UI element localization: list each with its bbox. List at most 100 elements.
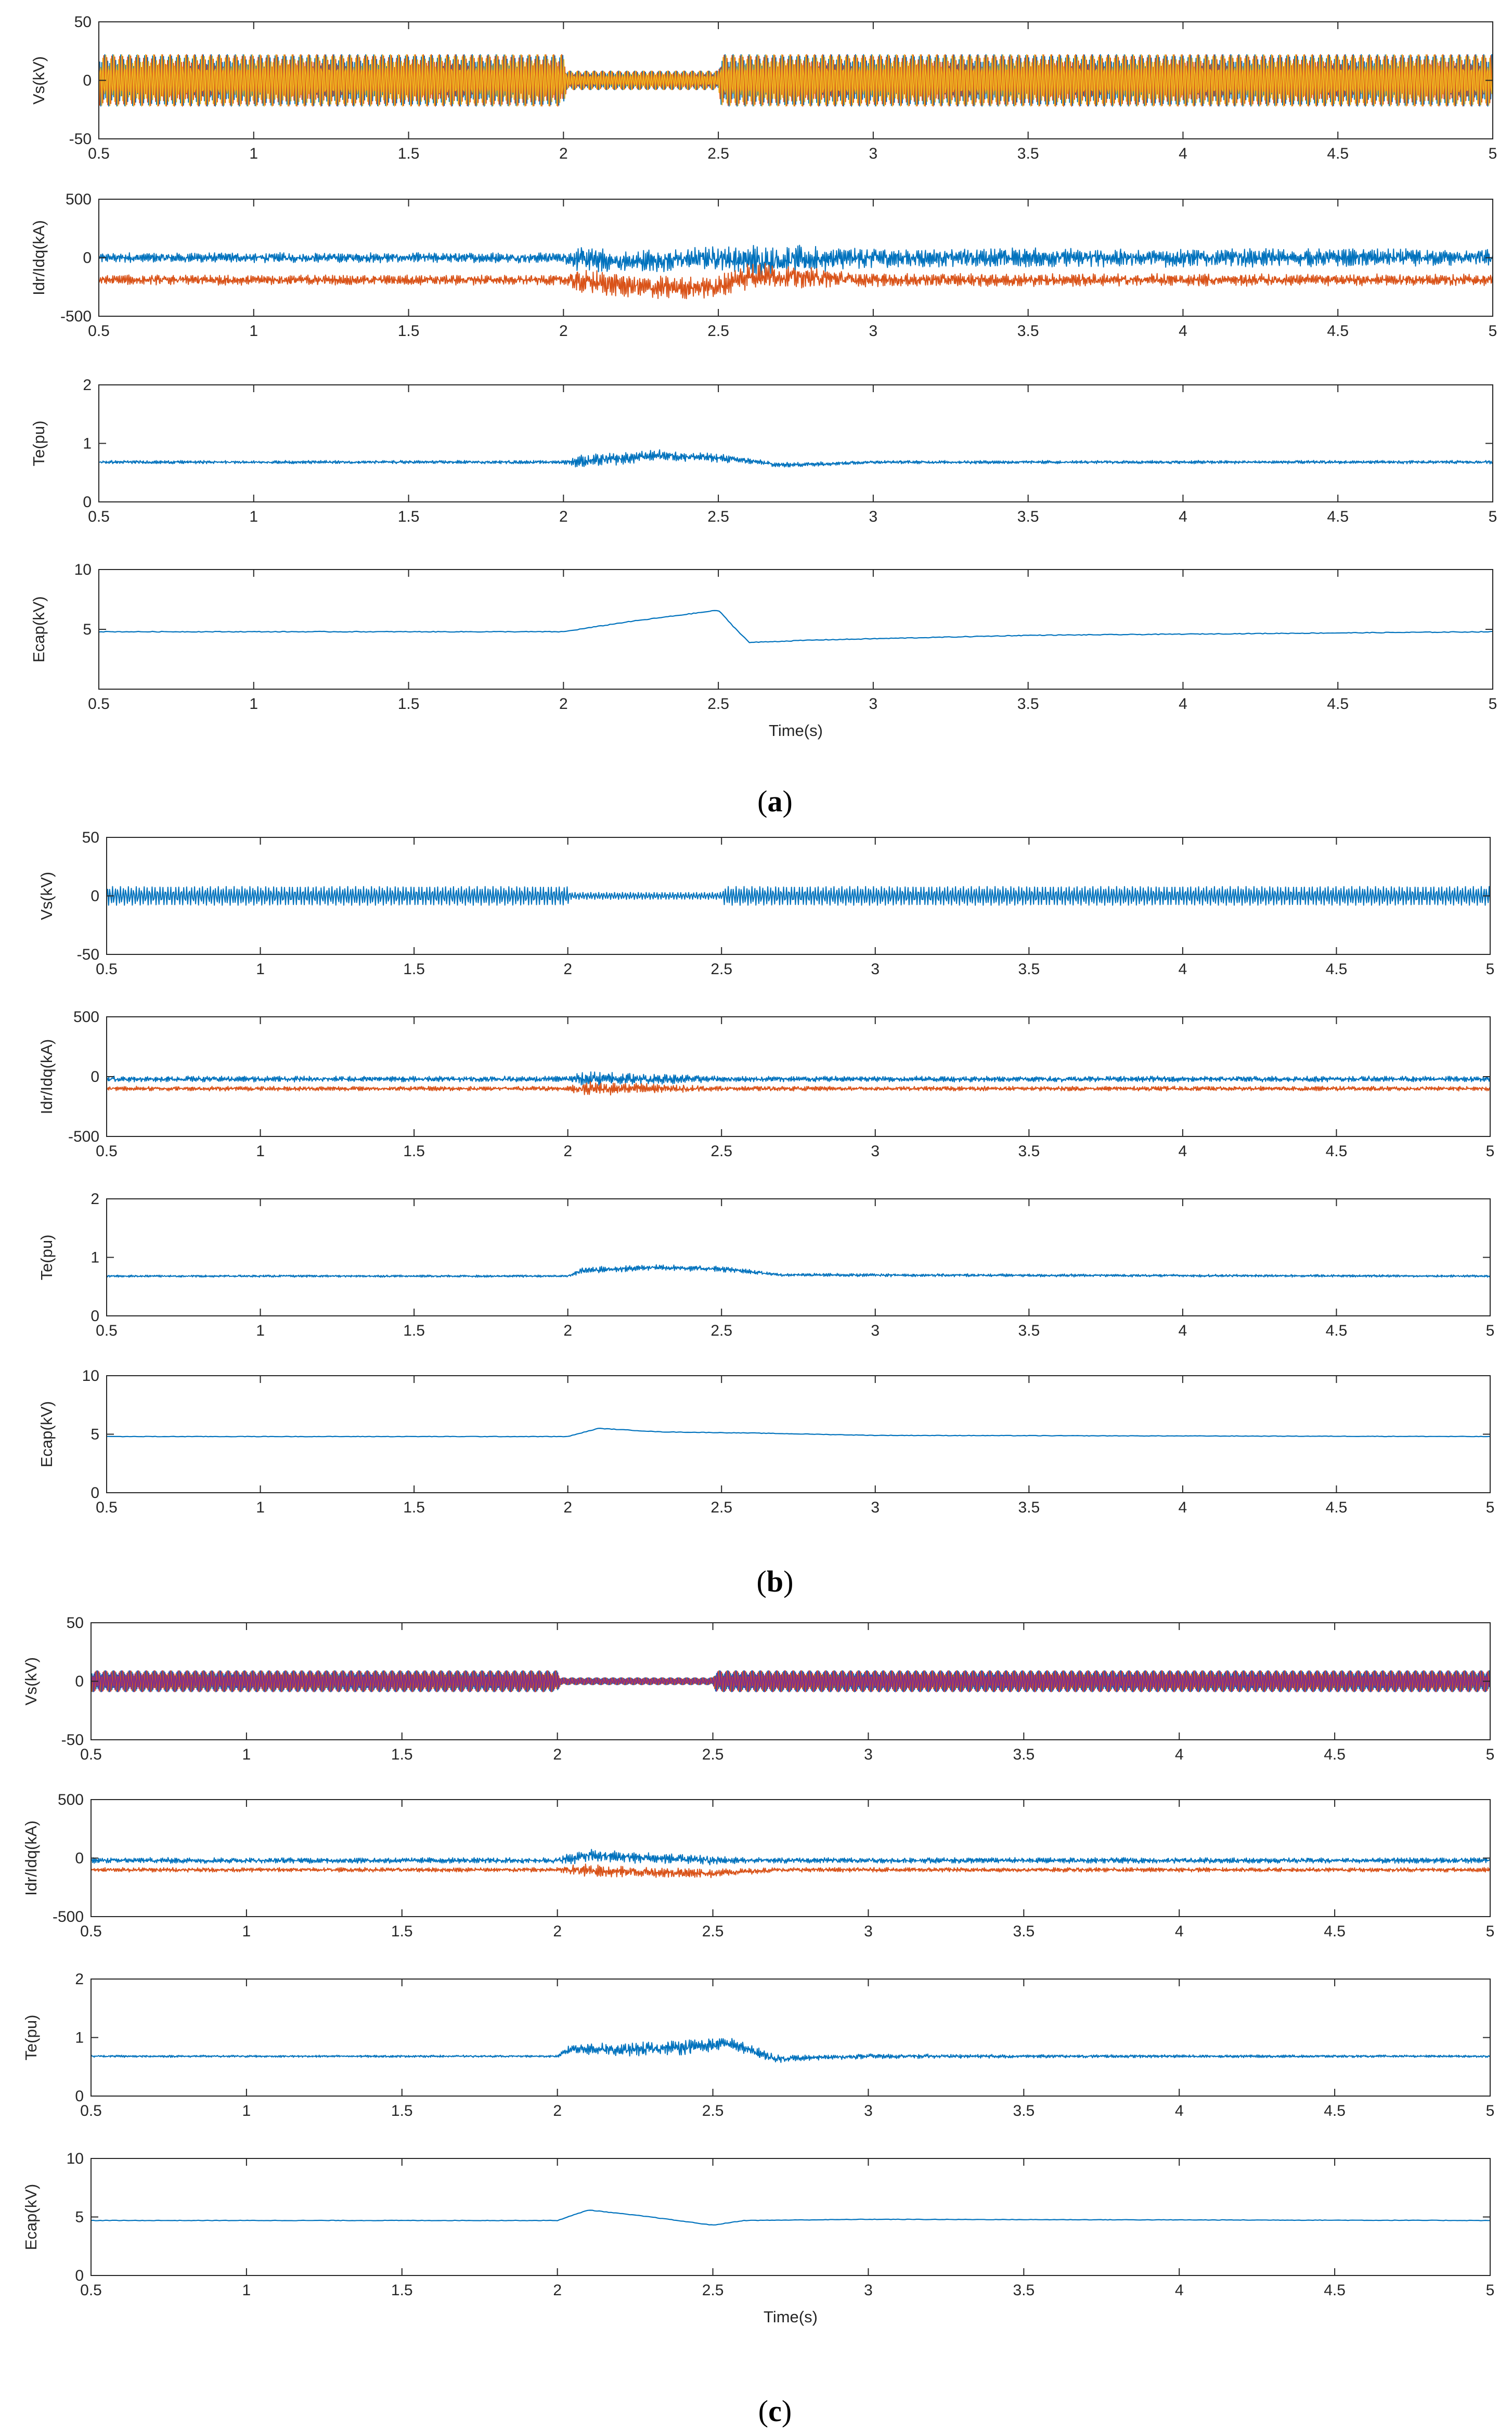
series-line-2 [91,1863,1490,1879]
x-tick-label: 2 [563,1143,572,1160]
series-line-1 [107,1428,1490,1438]
x-tick-label: 0.5 [80,2102,102,2119]
x-tick-label: 0.5 [80,1746,102,1763]
x-tick-label: 0.5 [88,508,110,525]
y-axis-label: Idr/Idq(kA) [22,1820,40,1896]
x-tick-label: 0.5 [96,1499,118,1516]
x-tick-label: 3.5 [1017,322,1039,340]
subplot-c-3: 0.5 1 1.5 2 2.5 3 3.5 4 4.5 5 0 1 2 Te(pu) [22,1971,1494,2119]
x-tick-label: 4 [1179,1322,1187,1339]
plot-area [107,1017,1490,1136]
y-axis-label: Vs(kV) [37,872,56,920]
x-tick-label: 3 [871,961,880,978]
x-tick-label: 1 [249,145,258,162]
x-tick-label: 0.5 [80,1923,102,1940]
x-tick-label: 3.5 [1013,2102,1035,2119]
x-tick-label: 2 [559,145,568,162]
x-tick-label: 1 [256,1143,265,1160]
x-tick-label: 2.5 [707,508,729,525]
x-tick-label: 0.5 [88,145,110,162]
x-tick-label: 4.5 [1324,2282,1346,2299]
y-tick-label: 10 [74,561,92,578]
x-tick-label: 0.5 [96,1143,118,1160]
x-tick-label: 2 [563,1499,572,1516]
y-tick-label: 0 [91,1068,99,1085]
x-tick-label: 1.5 [391,1746,413,1763]
y-axis-label: Idr/Idq(kA) [30,220,48,295]
figure-label-b: (b) [757,1564,794,1598]
x-tick-label: 2.5 [707,145,729,162]
y-tick-label: 10 [82,1367,99,1385]
figure-label-a: (a) [757,784,793,818]
y-tick-label: 1 [83,435,92,452]
x-tick-label: 0.5 [96,1322,118,1339]
x-tick-label: 1 [249,695,258,713]
x-tick-label: 2.5 [710,1143,732,1160]
y-tick-label: -500 [68,1128,99,1145]
x-tick-label: 1.5 [403,1143,425,1160]
x-tick-label: 2 [559,508,568,525]
subplot-b-1: 0.5 1 1.5 2 2.5 3 3.5 4 4.5 5 -50 0 50 Vs(kV) [37,829,1494,978]
subplot-c-4: 0.5 1 1.5 2 2.5 3 3.5 4 4.5 5 0 5 10 Ecap(kV) Time(s) [22,2150,1494,2326]
series-group [107,1071,1490,1096]
subplot-b-4: 0.5 1 1.5 2 2.5 3 3.5 4 4.5 5 0 5 10 Ecap(kV) [37,1367,1494,1516]
plot-area [91,2158,1490,2275]
y-axis-label: Ecap(kV) [37,1401,56,1467]
x-tick-label: 2.5 [702,1923,724,1940]
x-tick-label: 0.5 [88,322,110,340]
x-tick-label: 2 [553,2102,562,2119]
y-axis-label: Idr/Idq(kA) [37,1039,56,1115]
x-tick-label: 3 [871,1143,880,1160]
x-tick-label: 4 [1179,1143,1187,1160]
x-tick-label: 0.5 [80,2282,102,2299]
y-tick-label: -50 [77,946,99,963]
x-tick-label: 0.5 [88,695,110,713]
y-axis-label: Ecap(kV) [22,2184,40,2250]
figure-label-c: (c) [758,2394,792,2428]
subplot-b-3: 0.5 1 1.5 2 2.5 3 3.5 4 4.5 5 0 1 2 Te(pu) [37,1191,1494,1339]
x-tick-label: 3.5 [1013,1746,1035,1763]
x-tick-label: 3 [869,145,878,162]
series-line-1 [107,886,1490,906]
y-tick-label: -500 [53,1908,84,1925]
y-tick-label: 0 [83,250,92,267]
y-tick-label: 500 [66,191,92,208]
y-axis-label: Vs(kV) [22,1657,40,1705]
x-tick-label: 2.5 [702,2102,724,2119]
series-line-1 [99,610,1493,643]
y-tick-label: 50 [82,829,99,846]
series-line-1 [99,244,1493,278]
x-tick-label: 3 [864,2282,873,2299]
x-tick-label: 2 [559,695,568,713]
y-tick-label: 5 [83,621,92,638]
subplot-a-3: 0.5 1 1.5 2 2.5 3 3.5 4 4.5 5 0 1 2 Te(pu) [30,377,1497,525]
subplot-a-2: 0.5 1 1.5 2 2.5 3 3.5 4 4.5 5 -500 0 500 Idr/Idq(kA) [30,191,1497,340]
series-line-1 [99,449,1493,468]
x-tick-label: 3 [869,508,878,525]
series-group [91,2038,1490,2063]
x-tick-label: 1.5 [398,145,420,162]
y-axis-label: Te(pu) [37,1235,56,1281]
x-tick-label: 1.5 [398,695,420,713]
x-axis-label: Time(s) [769,721,823,740]
x-tick-label: 3.5 [1017,145,1039,162]
x-tick-label: 3.5 [1017,508,1039,525]
x-tick-label: 5 [1486,1322,1495,1339]
x-tick-label: 4 [1179,145,1187,162]
y-tick-label: 5 [91,1426,99,1443]
y-axis-label: Te(pu) [22,2015,40,2061]
series-line-3 [91,1670,1490,1692]
series-group [99,54,1493,107]
series-group [91,1670,1490,1692]
subplot-a-1: 0.5 1 1.5 2 2.5 3 3.5 4 4.5 5 -50 0 50 Vs(kV) [30,14,1497,162]
x-tick-label: 4.5 [1326,1499,1348,1516]
y-tick-label: 0 [91,1308,99,1325]
y-tick-label: 0 [83,494,92,511]
y-tick-label: 0 [75,1673,84,1690]
y-tick-label: -500 [60,308,92,325]
x-tick-label: 1.5 [398,508,420,525]
x-tick-label: 2.5 [702,1746,724,1763]
y-tick-label: 0 [75,1850,84,1867]
x-tick-label: 4.5 [1327,322,1349,340]
